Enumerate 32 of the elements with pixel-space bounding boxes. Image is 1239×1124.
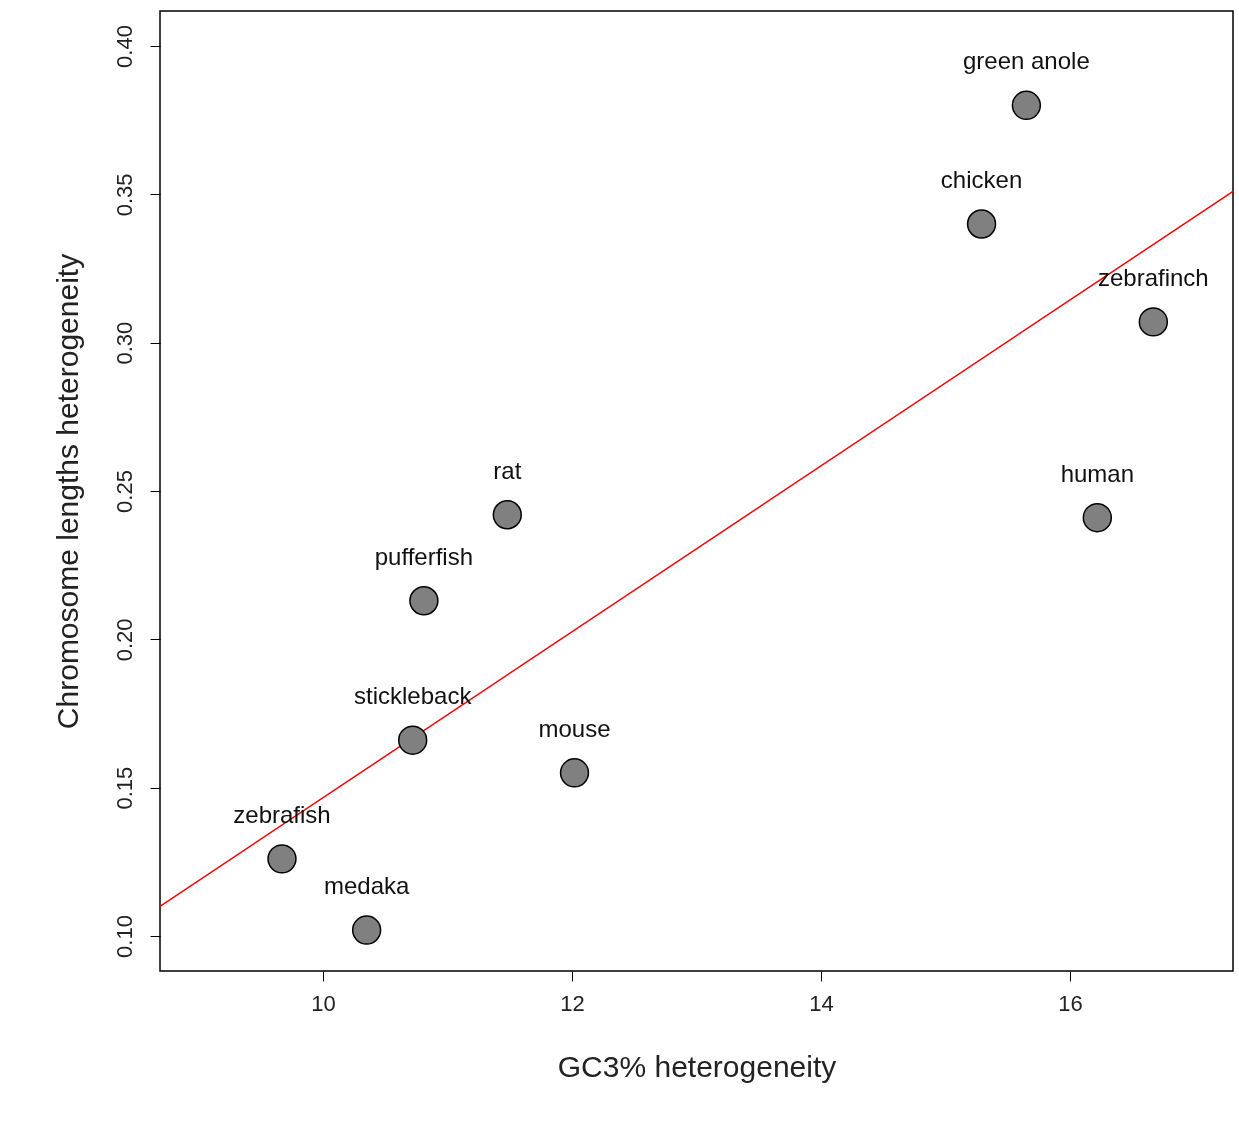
- y-tick-label: 0.15: [111, 766, 137, 810]
- y-tick-label: 0.25: [111, 470, 137, 513]
- y-tick-label: 0.40: [111, 25, 137, 68]
- point: [267, 844, 297, 874]
- x-axis-title: GC3% heterogeneity: [557, 1049, 837, 1083]
- point: [1011, 90, 1042, 121]
- annotation: mouse: [538, 714, 611, 742]
- annotation: green anole: [962, 47, 1090, 75]
- y-tick-label: 0.35: [111, 173, 137, 217]
- point: [397, 725, 428, 755]
- x-tick-label: 14: [809, 990, 834, 1016]
- y-tick-label: 0.10: [111, 915, 137, 958]
- point: [966, 209, 997, 239]
- annotation: zebrafinch: [1097, 263, 1209, 291]
- annotation: medaka: [323, 872, 410, 900]
- annotation: chicken: [940, 166, 1023, 193]
- x-tick-label: 10: [311, 990, 336, 1016]
- y-tick-label: 0.30: [111, 321, 137, 365]
- y-tick-label: 0.20: [111, 618, 137, 662]
- point: [351, 915, 382, 945]
- point: [492, 500, 523, 530]
- y-axis-title: Chromosome lengths heterogeneity: [50, 253, 84, 730]
- point: [409, 586, 439, 616]
- point: [559, 758, 590, 788]
- x-tick-label: 12: [560, 990, 585, 1016]
- annotation: human: [1060, 459, 1135, 487]
- annotation: rat: [493, 456, 522, 484]
- point: [1138, 307, 1169, 337]
- annotation: stickleback: [354, 682, 473, 710]
- annotation: pufferfish: [374, 542, 474, 570]
- point: [1082, 503, 1113, 533]
- x-tick-label: 16: [1058, 990, 1083, 1016]
